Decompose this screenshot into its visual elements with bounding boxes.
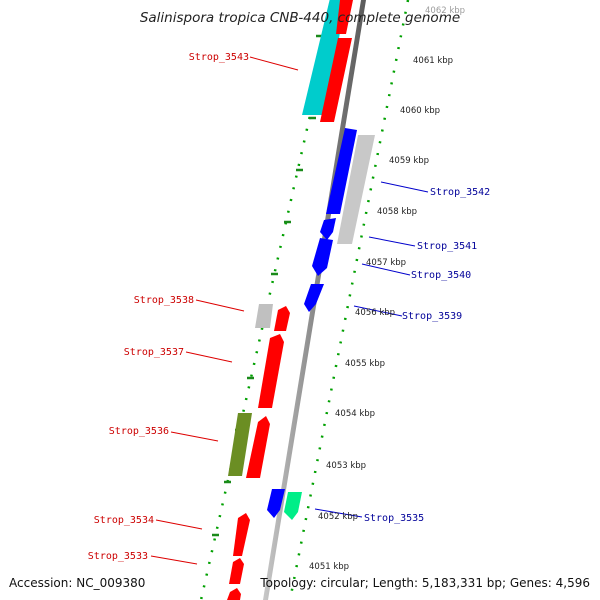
kbp-label: 4062 kbp xyxy=(425,6,465,16)
gene-blue-3539[interactable] xyxy=(304,284,324,312)
accession-text: Accession: NC_009380 xyxy=(9,576,145,590)
gene-red-bottom[interactable] xyxy=(227,588,241,600)
right-leader-lines xyxy=(314,181,429,518)
kbp-label: 4051 kbp xyxy=(309,562,349,572)
gene-label-strop-3539[interactable]: Strop_3539 xyxy=(402,311,462,322)
gene-label-strop-3543[interactable]: Strop_3543 xyxy=(189,52,249,63)
gene-label-strop-3535[interactable]: Strop_3535 xyxy=(364,513,424,524)
kbp-label: 4061 kbp xyxy=(413,56,453,66)
gene-red-3536[interactable] xyxy=(246,416,270,478)
gene-red-3534[interactable] xyxy=(233,513,250,556)
kbp-label: 4057 kbp xyxy=(366,258,406,268)
map-title: Salinispora tropica CNB-440, complete ge… xyxy=(140,10,460,26)
gene-label-strop-3538[interactable]: Strop_3538 xyxy=(134,295,194,306)
gene-label-strop-3534[interactable]: Strop_3534 xyxy=(94,515,154,526)
gene-gray-3538[interactable] xyxy=(255,304,273,328)
gene-cyan-top[interactable] xyxy=(302,0,346,115)
gene-label-strop-3537[interactable]: Strop_3537 xyxy=(124,347,184,358)
left-leader-lines xyxy=(150,56,299,565)
gene-gray-3542[interactable] xyxy=(337,135,375,244)
kbp-label: 4052 kbp xyxy=(318,512,358,522)
gene-label-strop-3540[interactable]: Strop_3540 xyxy=(411,270,471,281)
gene-red-top[interactable] xyxy=(336,0,353,34)
kbp-label: 4054 kbp xyxy=(335,409,375,419)
gene-olive-3536[interactable] xyxy=(228,413,252,476)
gene-mint-3535[interactable] xyxy=(284,492,302,520)
kbp-label: 4058 kbp xyxy=(377,207,417,217)
kbp-label: 4060 kbp xyxy=(400,106,440,116)
gene-red-3533[interactable] xyxy=(229,558,244,584)
gene-label-strop-3542[interactable]: Strop_3542 xyxy=(430,187,490,198)
kbp-scale: 4062 kbp 4061 kbp 4060 kbp 4059 kbp 4058… xyxy=(309,6,465,572)
kbp-label: 4053 kbp xyxy=(326,461,366,471)
kbp-label: 4055 kbp xyxy=(345,359,385,369)
kbp-label: 4056 kbp xyxy=(355,308,395,318)
gene-blue-3540[interactable] xyxy=(312,238,333,276)
gene-red-3537[interactable] xyxy=(258,334,284,408)
gene-blue-3542[interactable] xyxy=(326,128,357,214)
gene-red-upper[interactable] xyxy=(320,38,352,122)
gene-blue-3541[interactable] xyxy=(320,218,336,240)
reverse-gene-labels: Strop_3542 Strop_3541 Strop_3540 Strop_3… xyxy=(364,187,490,524)
gene-label-strop-3536[interactable]: Strop_3536 xyxy=(109,426,169,437)
gene-label-strop-3533[interactable]: Strop_3533 xyxy=(88,551,148,562)
gene-blue-3535[interactable] xyxy=(267,489,285,518)
gene-red-3538-arrow[interactable] xyxy=(274,306,290,331)
gene-label-strop-3541[interactable]: Strop_3541 xyxy=(417,241,477,252)
forward-gene-labels: Strop_3543 Strop_3538 Strop_3537 Strop_3… xyxy=(88,52,249,562)
topology-text: Topology: circular; Length: 5,183,331 bp… xyxy=(259,576,590,590)
kbp-label: 4059 kbp xyxy=(389,156,429,166)
